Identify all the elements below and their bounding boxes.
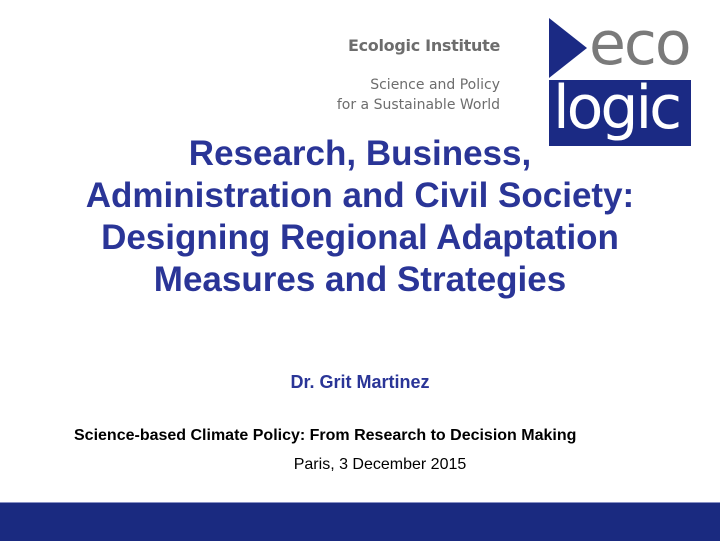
ecologic-logo: eco logic (549, 9, 692, 146)
footer-band (0, 502, 720, 541)
location-date: Paris, 3 December 2015 (293, 456, 467, 473)
logo-text-eco: eco (589, 9, 692, 79)
title-line: Measures and Strategies (153, 260, 567, 299)
title-line: Administration and Civil Society: (85, 176, 635, 215)
logo-text-logic: logic (553, 73, 682, 143)
institute-tagline: for a Sustainable World (336, 97, 500, 113)
event-name: Science-based Climate Policy: From Resea… (74, 427, 577, 444)
author: Dr. Grit Martinez (290, 372, 430, 392)
triangle-icon (549, 18, 587, 78)
title-line: Research, Business, (188, 134, 532, 173)
institute-name: Ecologic Institute (347, 36, 500, 55)
title-line: Designing Regional Adaptation (101, 218, 619, 257)
institute-tagline: Science and Policy (370, 77, 500, 93)
logo-box (549, 80, 691, 146)
slide-title: Research, Business, Administration and C… (0, 133, 720, 301)
